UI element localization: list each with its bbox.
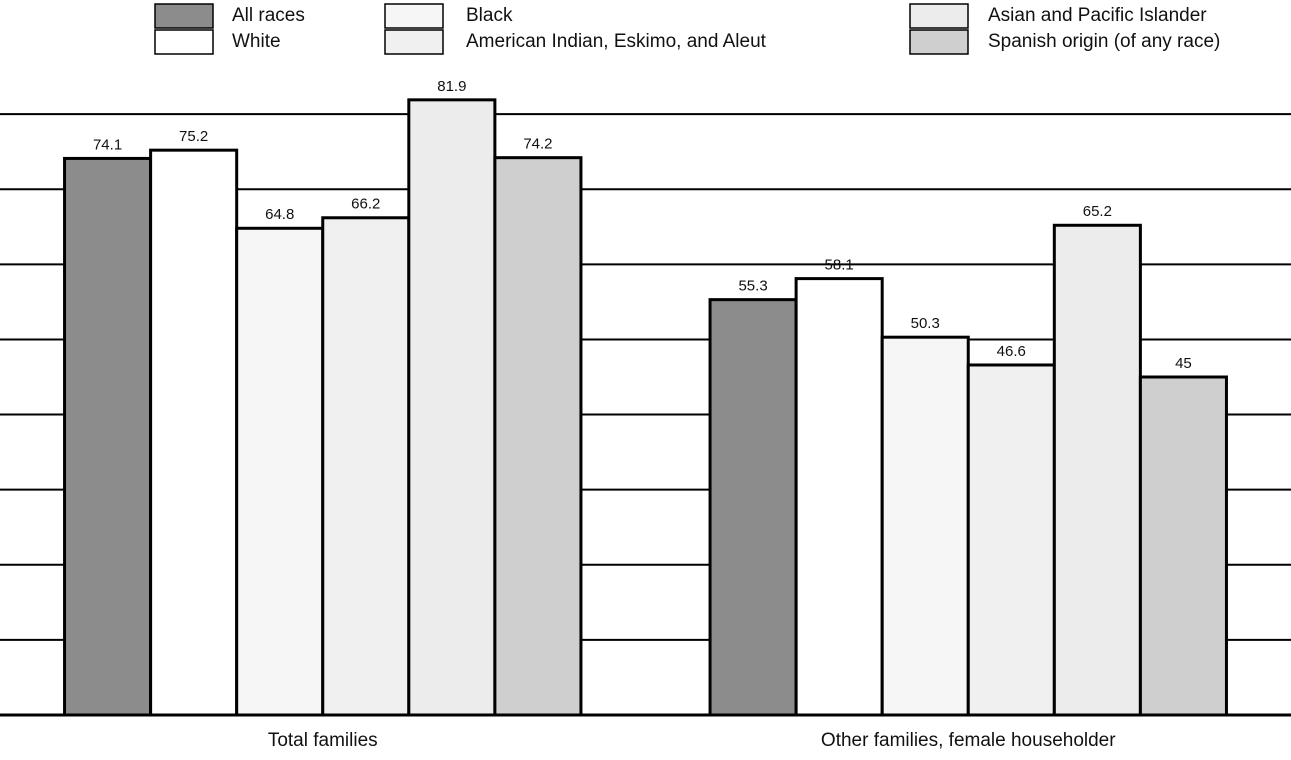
value-label: 66.2 — [351, 196, 380, 213]
bar — [149, 148, 239, 717]
value-label: 50.3 — [911, 315, 940, 332]
legend-swatch — [384, 29, 444, 55]
value-label: 81.9 — [437, 78, 466, 95]
bar — [407, 98, 497, 717]
value-label: 75.2 — [179, 128, 208, 145]
legend-label: Spanish origin (of any race) — [988, 31, 1220, 52]
value-label: 46.6 — [997, 343, 1026, 360]
legend-label: White — [232, 31, 281, 52]
legend-swatch — [384, 3, 444, 29]
legend-swatch — [909, 29, 969, 55]
bar — [321, 216, 411, 717]
bar — [794, 277, 884, 717]
bar — [1052, 223, 1142, 717]
x-tick-label: Total families — [268, 730, 378, 751]
x-tick-label: Other families, female householder — [821, 730, 1116, 751]
legend-label: All races — [232, 5, 305, 26]
bar — [63, 156, 153, 717]
value-label: 65.2 — [1083, 203, 1112, 220]
legend-label: Asian and Pacific Islander — [988, 5, 1207, 26]
legend-label: American Indian, Eskimo, and Aleut — [466, 31, 767, 52]
value-label: 45 — [1175, 355, 1192, 372]
value-label: 58.1 — [825, 257, 854, 274]
value-label: 74.1 — [93, 136, 122, 153]
legend-swatch — [909, 3, 969, 29]
value-label: 64.8 — [265, 206, 294, 223]
bar — [1138, 375, 1228, 717]
value-label: 55.3 — [738, 278, 767, 295]
value-label: 74.2 — [523, 136, 552, 153]
bar — [493, 156, 583, 717]
legend-label: Black — [466, 5, 513, 26]
bar — [880, 335, 970, 717]
legend-swatch — [154, 29, 214, 55]
bar — [235, 226, 325, 717]
legend-swatch — [154, 3, 214, 29]
bar — [708, 298, 798, 717]
bar — [966, 363, 1056, 717]
